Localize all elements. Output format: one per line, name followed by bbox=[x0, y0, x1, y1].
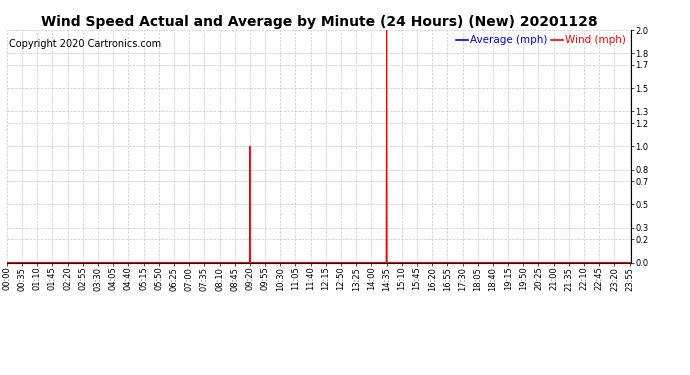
Title: Wind Speed Actual and Average by Minute (24 Hours) (New) 20201128: Wind Speed Actual and Average by Minute … bbox=[41, 15, 598, 29]
Legend: Average (mph), Wind (mph): Average (mph), Wind (mph) bbox=[455, 35, 626, 45]
Text: Copyright 2020 Cartronics.com: Copyright 2020 Cartronics.com bbox=[9, 39, 161, 50]
